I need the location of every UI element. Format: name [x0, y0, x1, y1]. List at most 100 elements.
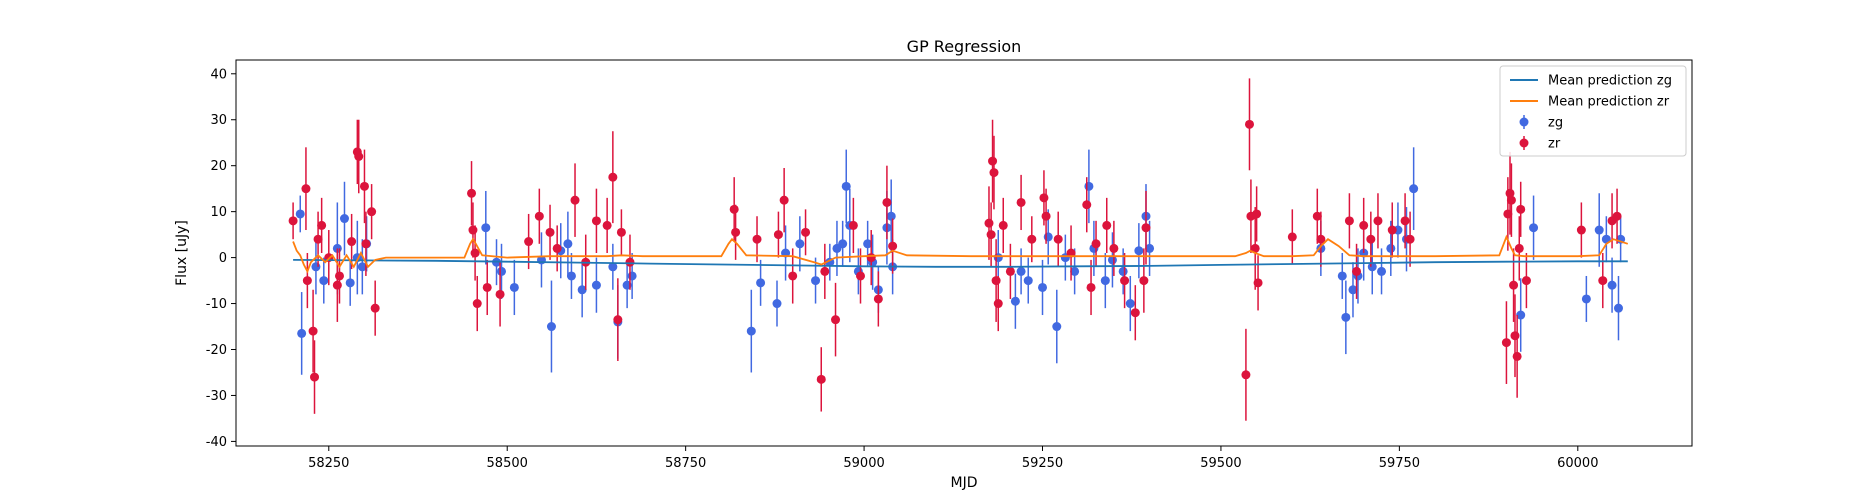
zr-point [602, 220, 612, 230]
zg-point [577, 285, 587, 295]
zr-point [888, 241, 898, 251]
zg-point [1337, 271, 1347, 281]
y-tick-label: 10 [210, 205, 227, 220]
zr-point [848, 220, 858, 230]
zg-point [1134, 246, 1144, 256]
x-tick-label: 60000 [1557, 456, 1598, 471]
zr-point [317, 220, 327, 230]
zr-point [301, 184, 311, 194]
zr-point [882, 197, 892, 207]
zg-point [295, 209, 305, 219]
zg-point [1367, 262, 1377, 272]
zr-point [1120, 276, 1130, 286]
zg-point [1118, 266, 1128, 276]
zr-point [1027, 234, 1037, 244]
zr-point [354, 152, 364, 161]
zr-point [1503, 209, 1513, 219]
zr-point [545, 227, 555, 237]
zg-point [339, 214, 349, 224]
zr-point [1091, 239, 1101, 249]
zr-point [1250, 243, 1260, 253]
y-tick-label: 20 [210, 159, 227, 174]
zr-point [820, 266, 830, 276]
y-tick-label: 40 [210, 67, 227, 82]
legend-entry: zr [1519, 136, 1561, 152]
zg-point [1613, 303, 1623, 313]
zr-point [308, 326, 318, 336]
zr-point [1366, 234, 1376, 244]
x-tick-label: 58750 [665, 456, 706, 471]
zr-point [482, 282, 492, 292]
zr-point [1373, 216, 1383, 226]
legend-label: zr [1548, 137, 1561, 152]
zg-point [497, 266, 507, 276]
legend-marker-swatch [1519, 138, 1529, 148]
zg-point [1386, 243, 1396, 253]
zg-point [1409, 184, 1419, 194]
zg-point [1010, 296, 1020, 306]
zr-point [1316, 234, 1326, 244]
legend-label: Mean prediction zr [1548, 95, 1670, 110]
zr-point [524, 237, 534, 247]
legend-label: Mean prediction zg [1548, 74, 1672, 89]
x-tick-label: 59250 [1022, 456, 1063, 471]
y-tick-label: -30 [206, 389, 227, 404]
zr-point [367, 207, 377, 217]
zg-point [772, 299, 782, 309]
y-tick-label: 30 [210, 113, 227, 128]
zg-point [993, 253, 1003, 263]
x-tick-label: 58250 [308, 456, 349, 471]
zr-point [773, 230, 783, 240]
mean-prediction-zr-line [292, 234, 1629, 274]
zg-point [1594, 225, 1604, 235]
zr-point [1066, 248, 1076, 258]
zr-point [313, 234, 323, 244]
zr-point [1005, 266, 1015, 276]
zr-point [359, 181, 369, 191]
zg-point [1607, 280, 1617, 290]
zr-point [1501, 338, 1511, 348]
zg-point [1145, 243, 1155, 253]
mean-prediction-zg-line [293, 259, 1628, 268]
legend-marker-swatch [1519, 117, 1529, 127]
zr-point [991, 276, 1001, 286]
zr-point [1405, 234, 1415, 244]
zg-point [795, 239, 805, 249]
zg-point [1043, 232, 1053, 242]
zr-point [1082, 200, 1092, 210]
x-tick-label: 59750 [1379, 456, 1420, 471]
zg-point [627, 271, 637, 281]
plot-frame [235, 59, 1693, 447]
zr-point [591, 216, 601, 226]
zg-point [1107, 255, 1117, 265]
y-tick-label: -40 [206, 435, 227, 450]
zr-point [831, 315, 841, 325]
zr-point [334, 271, 344, 281]
zr-point [472, 299, 482, 309]
zr-point [993, 299, 1003, 309]
y-tick-label: -20 [206, 343, 227, 358]
zg-point [1529, 223, 1539, 233]
zg-point [319, 276, 329, 286]
zg-point [1348, 285, 1358, 295]
zr-point [1241, 370, 1251, 380]
zg-point [1100, 276, 1110, 286]
zr-point [1359, 220, 1369, 230]
zr-point [625, 257, 635, 267]
zr-point [866, 253, 876, 263]
zr-point [1344, 216, 1354, 226]
zg-point [481, 223, 491, 233]
zg-point [746, 326, 756, 336]
zr-point [552, 243, 562, 253]
zg-point [1084, 181, 1094, 191]
zg-point [357, 262, 367, 272]
zr-point [608, 172, 618, 182]
y-tick-label: -10 [206, 297, 227, 312]
zg-point [311, 262, 321, 272]
zr-point [1109, 243, 1119, 253]
zr-point [1130, 308, 1140, 318]
zr-point [616, 227, 626, 237]
zr-point [332, 280, 342, 290]
zr-point [1576, 225, 1586, 235]
